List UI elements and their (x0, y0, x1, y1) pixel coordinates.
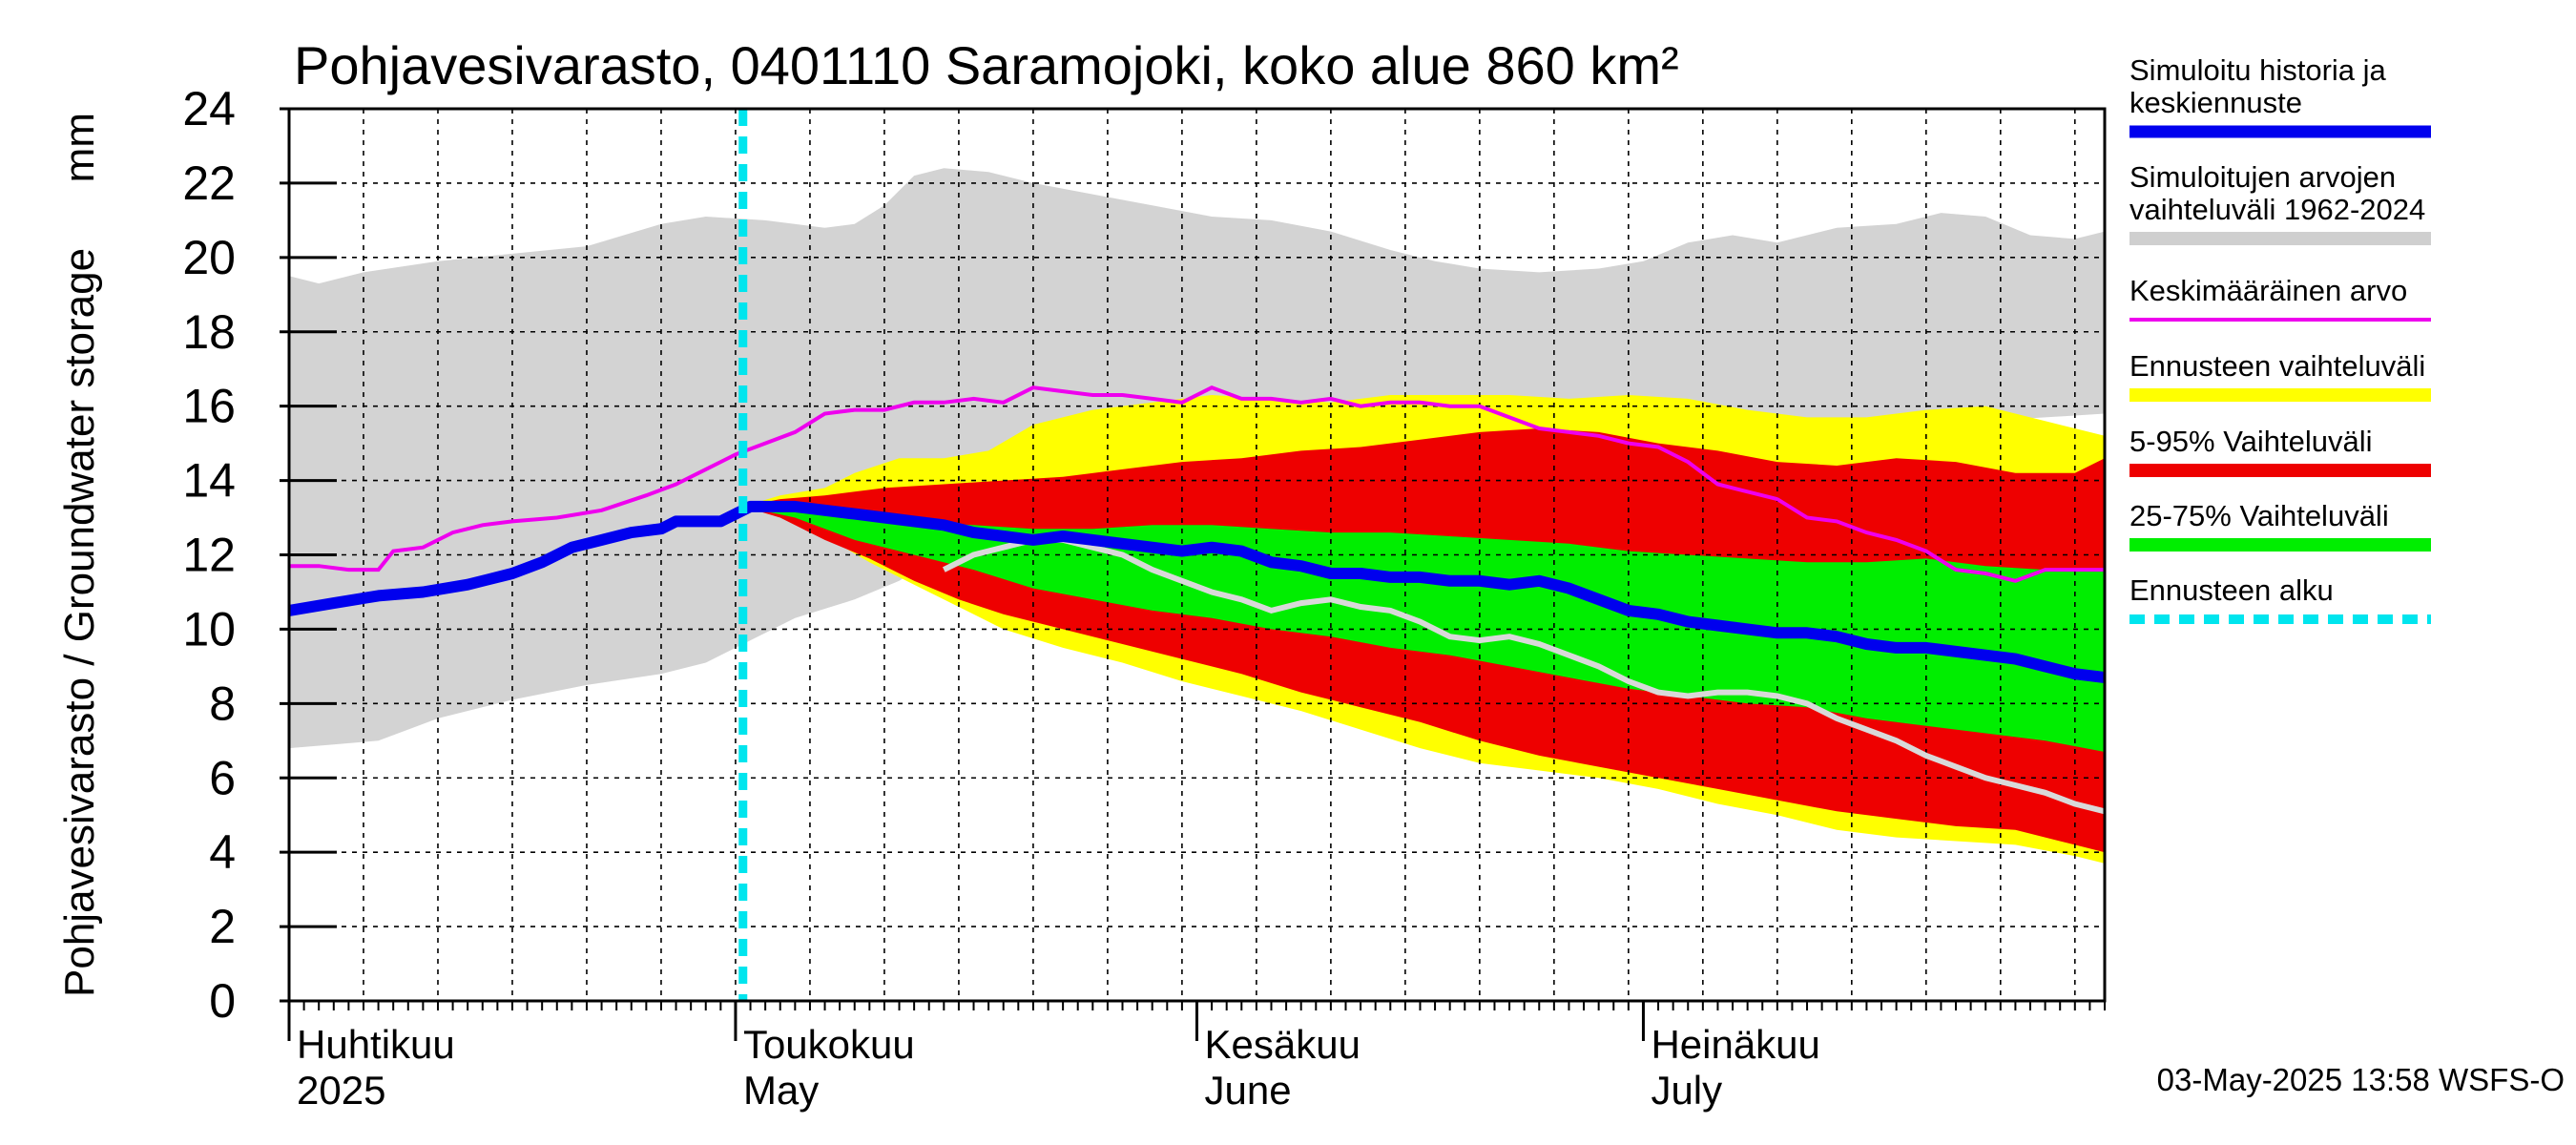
timestamp: 03-May-2025 13:58 WSFS-O (2157, 1062, 2565, 1097)
chart-title: Pohjavesivarasto, 0401110 Saramojoki, ko… (294, 35, 1679, 95)
y-tick-label: 12 (182, 529, 236, 582)
legend-label: Simuloitujen arvojen (2129, 160, 2396, 194)
month-label-en: 2025 (297, 1068, 385, 1113)
legend-label: Ennusteen vaihteluväli (2129, 349, 2425, 383)
y-axis-unit: mm (56, 113, 103, 182)
y-axis-label: Pohjavesivarasto / Groundwater storage (56, 248, 103, 997)
legend-label: 5-95% Vaihteluväli (2129, 425, 2372, 458)
y-tick-label: 0 (209, 974, 236, 1028)
y-tick-label: 18 (182, 305, 236, 359)
month-label-fi: Kesäkuu (1205, 1022, 1361, 1067)
month-label-fi: Toukokuu (743, 1022, 915, 1067)
legend-label: vaihteluväli 1962-2024 (2129, 193, 2425, 226)
y-tick-label: 16 (182, 380, 236, 433)
driest-year-line (942, 536, 2105, 815)
legend-label: 25-75% Vaihteluväli (2129, 499, 2389, 532)
month-label-en: June (1205, 1068, 1292, 1113)
y-tick-label: 20 (182, 231, 236, 284)
month-label-en: May (743, 1068, 819, 1113)
y-tick-label: 22 (182, 156, 236, 210)
y-tick-label: 24 (182, 82, 236, 135)
legend-label: Ennusteen alku (2129, 573, 2334, 607)
y-tick-label: 14 (182, 454, 236, 508)
y-tick-label: 4 (209, 825, 236, 879)
month-label-en: July (1651, 1068, 1722, 1113)
legend-label: Simuloitu historia ja (2129, 53, 2387, 87)
y-tick-label: 2 (209, 900, 236, 953)
median-forecast-line (289, 500, 2105, 684)
month-label-fi: Heinäkuu (1651, 1022, 1819, 1067)
month-label-fi: Huhtikuu (297, 1022, 455, 1067)
y-tick-label: 6 (209, 751, 236, 804)
mean-line (289, 385, 2105, 583)
y-tick-label: 10 (182, 602, 236, 656)
x-axis-ticks (287, 1001, 2106, 1041)
y-tick-label: 8 (209, 677, 236, 730)
legend-label: keskiennuste (2129, 86, 2302, 119)
legend-label: Keskimääräinen arvo (2129, 274, 2407, 307)
